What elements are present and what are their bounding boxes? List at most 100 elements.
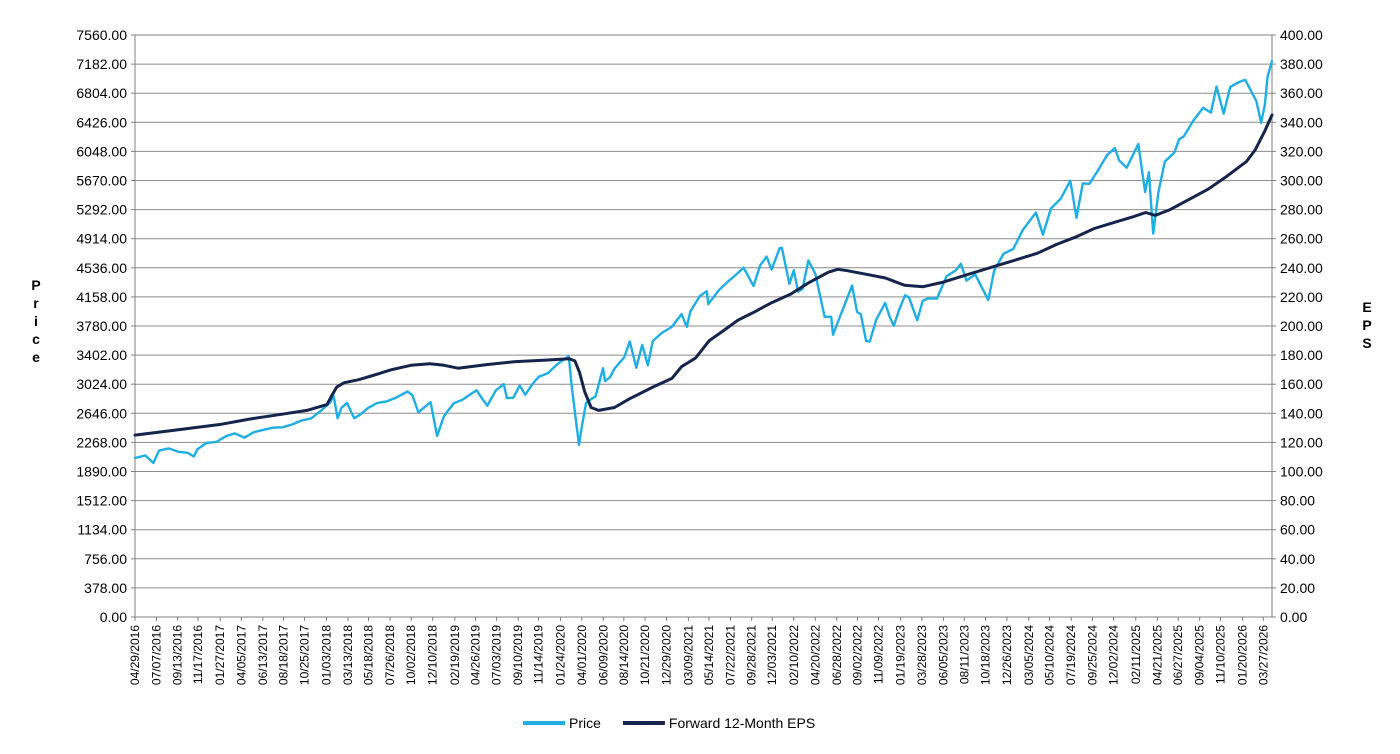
x-tick-label: 01/19/2023 bbox=[894, 625, 908, 685]
x-tick-label: 07/03/2019 bbox=[490, 625, 504, 685]
x-tick-label: 06/05/2023 bbox=[936, 625, 950, 685]
left-y-tick-label: 3402.00 bbox=[76, 347, 127, 363]
right-y-tick-label: 0.00 bbox=[1280, 609, 1307, 625]
right-y-tick-label: 120.00 bbox=[1280, 434, 1323, 450]
right-y-tick-label: 380.00 bbox=[1280, 56, 1323, 72]
right-y-tick-label: 160.00 bbox=[1280, 376, 1323, 392]
x-tick-label: 07/19/2024 bbox=[1064, 625, 1078, 685]
x-tick-label: 12/29/2020 bbox=[660, 625, 674, 685]
right-y-tick-label: 140.00 bbox=[1280, 405, 1323, 421]
price-series-line bbox=[133, 60, 1274, 465]
right-y-tick-label: 320.00 bbox=[1280, 143, 1323, 159]
x-tick-label: 02/10/2022 bbox=[787, 625, 801, 685]
x-tick-label: 04/21/2025 bbox=[1150, 625, 1164, 685]
right-y-tick-label: 360.00 bbox=[1280, 85, 1323, 101]
left-y-tick-label: 3780.00 bbox=[76, 318, 127, 334]
left-y-tick-label: 5292.00 bbox=[76, 202, 127, 218]
x-tick-label: 11/17/2016 bbox=[191, 625, 205, 684]
x-tick-label: 07/26/2018 bbox=[383, 625, 397, 685]
right-y-tick-label: 180.00 bbox=[1280, 347, 1323, 363]
left-y-tick-label: 1134.00 bbox=[77, 522, 127, 538]
x-tick-label: 10/02/2018 bbox=[404, 625, 418, 685]
x-tick-label: 12/03/2021 bbox=[765, 625, 779, 685]
x-tick-label: 08/11/2023 bbox=[957, 625, 971, 684]
legend: Price Forward 12-Month EPS bbox=[523, 715, 815, 731]
x-tick-label: 01/03/2018 bbox=[319, 625, 333, 685]
right-y-tick-label: 240.00 bbox=[1280, 260, 1323, 276]
left-y-tick-label: 6804.00 bbox=[76, 85, 127, 101]
x-tick-label: 09/04/2025 bbox=[1193, 625, 1207, 685]
x-tick-label: 08/14/2020 bbox=[617, 625, 631, 685]
right-y-tick-label: 200.00 bbox=[1280, 318, 1323, 334]
x-tick-label: 04/01/2020 bbox=[575, 625, 589, 685]
x-tick-label: 11/09/2022 bbox=[872, 625, 886, 684]
x-tick-label: 09/28/2021 bbox=[745, 625, 759, 685]
x-tick-label: 06/28/2022 bbox=[830, 625, 844, 685]
x-tick-label: 01/27/2017 bbox=[213, 625, 227, 685]
right-y-tick-label: 300.00 bbox=[1280, 173, 1323, 189]
left-y-tick-label: 3024.00 bbox=[76, 376, 127, 392]
x-tick-label: 12/10/2018 bbox=[426, 625, 440, 685]
left-y-tick-label: 756.00 bbox=[84, 551, 127, 567]
left-y-tick-label: 2268.00 bbox=[76, 434, 127, 450]
right-y-tick-label: 40.00 bbox=[1280, 551, 1315, 567]
x-tick-label: 06/27/2025 bbox=[1171, 625, 1185, 685]
x-tick-label: 10/18/2023 bbox=[978, 625, 992, 685]
right-y-tick-label: 60.00 bbox=[1280, 522, 1315, 538]
x-tick-label: 12/26/2023 bbox=[1000, 625, 1014, 685]
x-tick-label: 04/05/2017 bbox=[234, 625, 248, 685]
left-y-tick-label: 2646.00 bbox=[76, 405, 127, 421]
x-tick-label: 12/02/2024 bbox=[1107, 625, 1121, 685]
x-tick-label: 07/07/2016 bbox=[150, 625, 164, 685]
x-tick-label: 03/05/2024 bbox=[1022, 625, 1036, 685]
x-tick-label: 09/10/2019 bbox=[511, 625, 525, 685]
x-tick-label: 09/13/2016 bbox=[171, 625, 185, 685]
x-tick-label: 07/22/2021 bbox=[723, 625, 737, 685]
x-tick-label: 01/20/2026 bbox=[1236, 625, 1250, 685]
x-tick-label: 01/24/2020 bbox=[554, 625, 568, 685]
right-y-tick-label: 260.00 bbox=[1280, 231, 1323, 247]
x-tick-label: 06/09/2020 bbox=[596, 625, 610, 685]
x-tick-label: 03/09/2021 bbox=[681, 625, 695, 685]
x-tick-label: 09/02/2022 bbox=[850, 625, 864, 685]
left-y-tick-label: 6048.00 bbox=[76, 143, 127, 159]
x-tick-label: 10/25/2017 bbox=[298, 625, 312, 685]
x-tick-label: 11/10/2025 bbox=[1214, 625, 1228, 684]
left-y-tick-label: 0.00 bbox=[100, 609, 127, 625]
x-axis: 04/29/2016 07/07/2016 09/13/2016 11/17/2016… bbox=[128, 617, 1270, 685]
x-tick-label: 02/11/2025 bbox=[1129, 625, 1143, 684]
right-y-tick-label: 340.00 bbox=[1280, 114, 1323, 130]
x-tick-label: 06/13/2017 bbox=[256, 625, 270, 685]
left-y-tick-label: 7182.00 bbox=[76, 56, 127, 72]
left-y-axis: 0.00 378.00 756.00 1134.00 1512.00 1890.00 226… bbox=[76, 27, 135, 625]
x-tick-label: 09/25/2024 bbox=[1085, 625, 1099, 685]
series-lines bbox=[133, 60, 1274, 465]
x-tick-label: 04/29/2016 bbox=[128, 625, 142, 685]
right-y-tick-label: 400.00 bbox=[1280, 27, 1323, 43]
right-y-tick-label: 20.00 bbox=[1280, 580, 1315, 596]
x-tick-label: 11/14/2019 bbox=[531, 625, 545, 684]
right-y-tick-label: 100.00 bbox=[1280, 464, 1323, 480]
right-y-tick-label: 80.00 bbox=[1280, 493, 1315, 509]
left-y-tick-label: 4914.00 bbox=[76, 231, 127, 247]
x-tick-label: 02/19/2019 bbox=[448, 625, 462, 685]
x-tick-label: 04/20/2022 bbox=[808, 625, 822, 685]
left-y-tick-label: 5670.00 bbox=[76, 173, 127, 189]
left-y-tick-label: 1512.00 bbox=[76, 493, 127, 509]
eps-series-line bbox=[133, 113, 1274, 437]
legend-price-label: Price bbox=[569, 715, 601, 731]
x-tick-label: 10/21/2020 bbox=[638, 625, 652, 685]
x-tick-label: 08/18/2017 bbox=[276, 625, 290, 685]
left-y-tick-label: 4158.00 bbox=[76, 289, 127, 305]
right-y-tick-label: 280.00 bbox=[1280, 202, 1323, 218]
grid-lines bbox=[135, 63, 1272, 589]
left-y-tick-label: 7560.00 bbox=[76, 27, 127, 43]
x-tick-label: 04/26/2019 bbox=[468, 625, 482, 685]
left-y-tick-label: 6426.00 bbox=[76, 114, 127, 130]
left-y-tick-label: 4536.00 bbox=[76, 260, 127, 276]
